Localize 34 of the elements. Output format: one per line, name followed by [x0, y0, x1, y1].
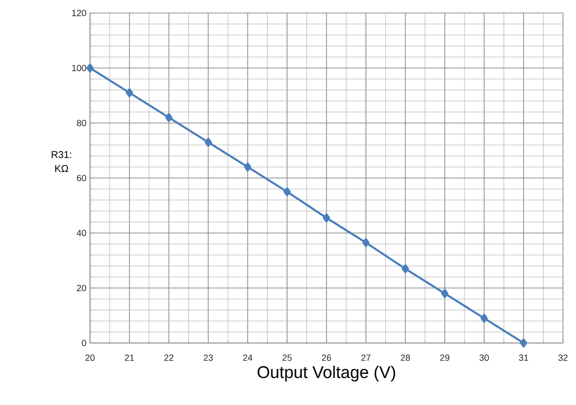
x-tick-label: 32 — [558, 354, 568, 361]
x-tick-label: 26 — [322, 354, 332, 361]
x-tick-label: 29 — [440, 354, 450, 361]
x-tick-label: 27 — [361, 354, 370, 361]
y-tick-label: 120 — [72, 10, 86, 16]
point — [244, 162, 252, 172]
x-tick-label: 21 — [124, 354, 134, 361]
x-tick-label: 31 — [518, 354, 528, 361]
point — [520, 338, 528, 348]
x-tick-label: 25 — [282, 354, 292, 361]
y-tick-label: 40 — [76, 230, 86, 236]
point — [480, 314, 488, 323]
x-tick-label: 22 — [164, 354, 174, 361]
y-tick-label: 100 — [72, 64, 86, 72]
y-tick-label: 0 — [82, 340, 86, 346]
point — [322, 213, 330, 222]
point — [362, 238, 370, 248]
point — [204, 138, 212, 147]
point — [283, 187, 291, 196]
point — [165, 113, 172, 122]
point — [126, 88, 134, 98]
x-tick-label: 23 — [204, 354, 213, 361]
x-tick-label: 20 — [85, 354, 95, 361]
x-tick-label: 28 — [400, 354, 410, 361]
point — [441, 289, 448, 298]
point — [402, 264, 409, 274]
y-tick-label: 80 — [76, 120, 86, 126]
y-axis-title: R31: KΩ — [52, 151, 72, 172]
y-tick-label: 20 — [76, 284, 86, 292]
point — [86, 64, 94, 72]
x-axis-title: Output Voltage (V) — [258, 366, 396, 382]
x-tick-label: 24 — [243, 354, 252, 361]
x-tick-label: 30 — [480, 354, 489, 361]
y-tick-label: 60 — [76, 174, 86, 182]
